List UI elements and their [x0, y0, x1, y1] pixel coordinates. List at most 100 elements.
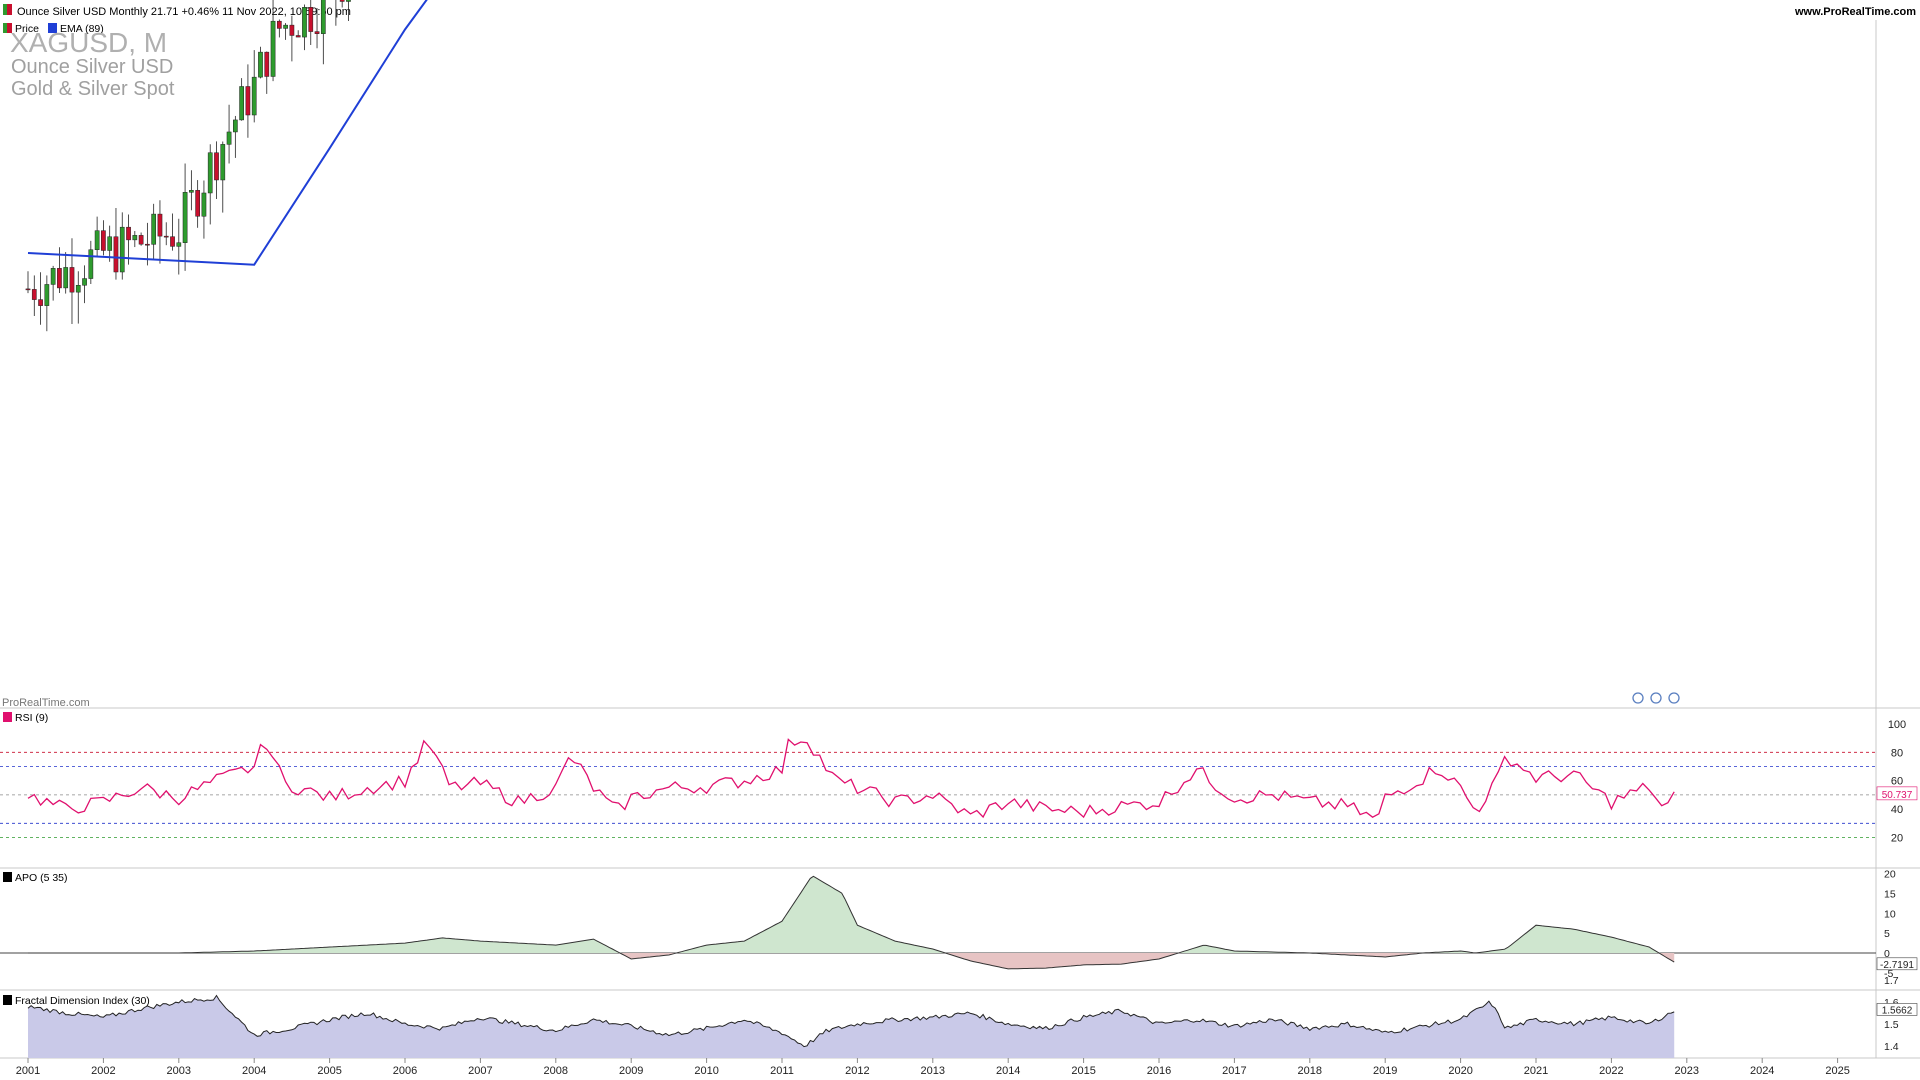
x-tick-label: 2018 — [1298, 1065, 1322, 1077]
candle-body — [163, 235, 169, 238]
watermark: XAGUSD, M Ounce Silver USD Gold & Silver… — [2, 27, 175, 709]
candle-body — [57, 268, 62, 289]
x-tick-label: 2009 — [619, 1065, 643, 1077]
x-tick-label: 2008 — [544, 1065, 568, 1077]
fdi-panel — [27, 994, 1675, 1058]
apo-legend-label[interactable]: APO (5 35) — [15, 872, 68, 884]
x-tick-label: 2013 — [921, 1065, 945, 1077]
candle-body — [346, 0, 351, 2]
candle-body — [258, 51, 263, 78]
price-legend-label[interactable]: Price — [15, 23, 39, 35]
apo-tick-label: 0 — [1884, 948, 1890, 960]
apo-tick-label: 5 — [1884, 928, 1890, 940]
x-tick-label: 2011 — [770, 1065, 794, 1077]
ema-legend-swatch — [48, 23, 57, 33]
candle-body — [107, 236, 113, 251]
x-tick-label: 2017 — [1222, 1065, 1246, 1077]
candle-body — [276, 20, 282, 29]
apo-value-label: -2.7191 — [1880, 960, 1914, 971]
candle-body — [226, 131, 232, 145]
price-panel: 13.4221.5429.84 D28.66 4h21.42 D — [25, 0, 428, 332]
fdi-value-label: 1.5662 — [1882, 1005, 1913, 1016]
x-tick-label: 2019 — [1373, 1065, 1397, 1077]
fdi-tick-label: 1.4 — [1884, 1041, 1899, 1053]
candle-body — [38, 299, 43, 306]
candle-body — [170, 236, 175, 247]
rsi-tick-label: 100 — [1888, 719, 1906, 731]
x-tick-label: 2021 — [1524, 1065, 1548, 1077]
x-tick-label: 2024 — [1750, 1065, 1774, 1077]
site-link[interactable]: www.ProRealTime.com — [1794, 6, 1916, 18]
candle-body — [189, 190, 194, 193]
candle-body — [119, 226, 125, 273]
candle-body — [69, 267, 75, 293]
candle-body — [157, 213, 163, 237]
apo-value-badge — [1876, 957, 1918, 971]
rsi-line — [27, 738, 1675, 819]
candle-body — [320, 0, 326, 34]
x-tick-label: 2014 — [996, 1065, 1020, 1077]
rsi-tick-label: 60 — [1891, 776, 1903, 788]
candle-body — [25, 288, 31, 291]
candle-body — [264, 51, 270, 77]
candle-body — [132, 235, 138, 241]
x-tick-label: 2007 — [468, 1065, 492, 1077]
candle-body — [182, 192, 188, 243]
chart-title: Ounce Silver USD Monthly 21.71 +0.46% 11… — [17, 6, 351, 18]
zoom-in-icon[interactable] — [1668, 692, 1680, 704]
apo-negative-area — [28, 953, 1675, 969]
candle-body — [151, 213, 157, 245]
x-tick-label: 2010 — [694, 1065, 718, 1077]
rsi-tick-label: 20 — [1891, 833, 1903, 845]
fdi-legend: Fractal Dimension Index (30) — [3, 995, 150, 1007]
fdi-legend-label[interactable]: Fractal Dimension Index (30) — [15, 995, 150, 1007]
fdi-line — [27, 994, 1675, 1048]
rsi-value-label: 50.737 — [1882, 790, 1913, 801]
x-tick-label: 2023 — [1675, 1065, 1699, 1077]
fdi-tick-label: 1.5 — [1884, 1019, 1899, 1031]
rsi-tick-label: 80 — [1891, 747, 1903, 759]
apo-tick-label: 10 — [1884, 908, 1896, 920]
candle-body — [176, 242, 182, 247]
x-tick-label: 2005 — [317, 1065, 341, 1077]
candle-body — [138, 235, 144, 245]
candle-body — [214, 152, 219, 181]
candle-body — [88, 249, 94, 279]
x-tick-label: 2025 — [1825, 1065, 1849, 1077]
x-tick-label: 2001 — [16, 1065, 40, 1077]
rsi-value-badge — [1876, 786, 1918, 801]
candle-body — [201, 192, 207, 217]
candle-body — [82, 278, 87, 286]
fdi-tick-label: 1.7 — [1884, 975, 1899, 987]
candle-body — [233, 119, 238, 133]
candle-body — [50, 268, 56, 285]
x-tick-label: 2020 — [1448, 1065, 1472, 1077]
watermark-credit: ProRealTime.com — [2, 697, 90, 709]
candle-body — [239, 86, 244, 121]
apo-panel — [0, 875, 1876, 970]
candle-body — [126, 226, 131, 241]
grid-layer — [0, 20, 1920, 1059]
watermark-symbol: XAGUSD, M — [10, 27, 167, 58]
zoom-controls[interactable] — [1632, 692, 1680, 704]
x-tick-label: 2012 — [845, 1065, 869, 1077]
apo-tick-label: 15 — [1884, 888, 1896, 900]
candle-body — [94, 230, 100, 250]
candle-body — [44, 284, 50, 306]
zoom-out-icon[interactable] — [1632, 692, 1644, 704]
rsi-legend: RSI (9) — [3, 712, 48, 724]
ema-legend-label[interactable]: EMA (89) — [60, 23, 104, 35]
watermark-name: Ounce Silver USD — [11, 56, 173, 78]
apo-legend: APO (5 35) — [3, 872, 68, 884]
x-tick-label: 2002 — [91, 1065, 115, 1077]
candle-body — [283, 24, 288, 29]
candle-body — [295, 35, 301, 38]
candle-body — [270, 20, 276, 77]
candle-body — [195, 190, 201, 217]
x-tick-label: 2022 — [1599, 1065, 1623, 1077]
rsi-panel — [0, 738, 1876, 838]
candle-body — [251, 76, 257, 116]
rsi-legend-label[interactable]: RSI (9) — [15, 712, 48, 724]
zoom-reset-icon[interactable] — [1650, 692, 1662, 704]
